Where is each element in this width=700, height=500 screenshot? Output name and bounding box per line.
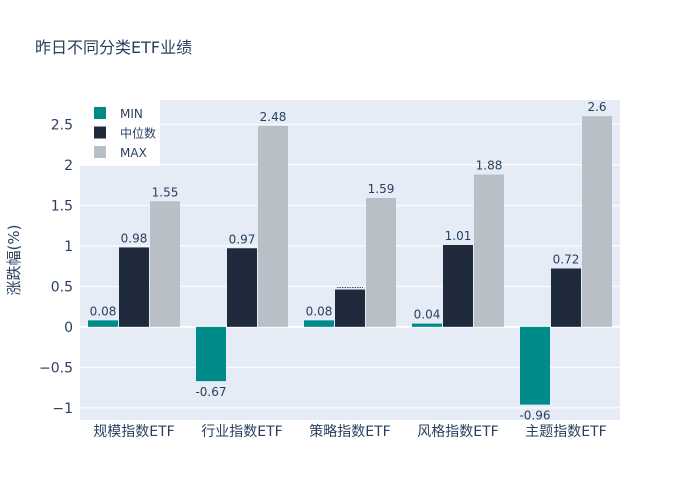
data-label: 2.6 <box>587 100 606 114</box>
data-label: 1.59 <box>368 182 395 196</box>
legend-box <box>80 100 160 166</box>
bar <box>551 268 581 327</box>
bar <box>582 116 612 327</box>
legend-label: 中位数 <box>120 126 156 141</box>
y-tick-label: −0.5 <box>39 360 73 376</box>
bar <box>335 289 365 327</box>
x-tick-label: 风格指数ETF <box>417 424 498 440</box>
legend-label: MAX <box>120 146 147 160</box>
y-tick-label: 2 <box>64 158 73 174</box>
legend-swatch <box>94 107 106 119</box>
data-label: 0.08 <box>90 304 117 318</box>
x-tick-label: 策略指数ETF <box>309 423 390 440</box>
data-label: -0.67 <box>195 385 226 399</box>
data-label: -0.96 <box>519 409 550 423</box>
data-label: 0.04 <box>414 308 441 322</box>
data-label: 1.01 <box>445 229 472 243</box>
bar <box>474 174 504 327</box>
y-tick-label: 0 <box>64 320 73 336</box>
data-label: 2.48 <box>260 110 287 124</box>
data-label: 0.97 <box>229 232 256 246</box>
bar <box>196 326 226 382</box>
bar <box>88 320 118 327</box>
x-tick-label: 规模指数ETF <box>93 424 174 440</box>
data-label: 0.98 <box>121 231 148 245</box>
x-tick-label: 行业指数ETF <box>201 424 282 440</box>
y-tick-label: 0.5 <box>51 279 73 295</box>
data-label: 0.72 <box>553 253 580 267</box>
data-label: 1.55 <box>152 185 179 199</box>
bar <box>520 326 550 405</box>
bar <box>150 201 180 327</box>
legend-label: MIN <box>120 107 143 121</box>
bar <box>412 323 442 327</box>
bar <box>443 245 473 327</box>
legend-swatch <box>94 146 106 158</box>
bar <box>227 248 257 327</box>
legend-swatch <box>94 126 106 139</box>
chart-title: 昨日不同分类ETF业绩 <box>35 38 193 57</box>
y-axis-label: 涨跌幅(%) <box>5 225 23 296</box>
y-tick-label: 2.5 <box>51 117 73 133</box>
y-tick-label: 1.5 <box>51 198 73 214</box>
y-tick-label: −1 <box>52 401 73 417</box>
x-tick-label: 主题指数ETF <box>525 424 606 440</box>
bar <box>119 247 149 327</box>
bar <box>366 198 396 327</box>
bar <box>258 125 288 327</box>
y-tick-label: 1 <box>64 239 73 255</box>
data-label: 1.88 <box>476 159 503 173</box>
data-label: 0.08 <box>306 304 333 318</box>
bar <box>304 320 334 327</box>
